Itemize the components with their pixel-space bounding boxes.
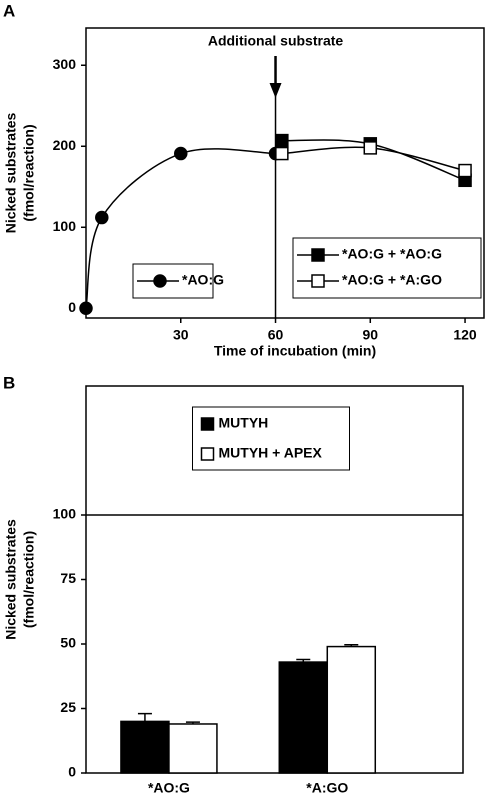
legend-box [192,406,350,471]
error-bar [296,658,311,663]
y-tick-label: 100 [53,218,77,234]
y-axis-label: Nicked substrates [3,519,19,640]
legend-label: *AO:G + *A:GO [342,272,442,288]
point [95,210,109,225]
series-line [85,148,276,309]
plot-frame [85,27,485,319]
x-tick-label: 120 [453,327,477,343]
legend-marker [153,274,167,288]
bar [278,661,329,774]
bar [120,720,170,774]
error-bar [185,721,200,724]
x-axis-label: Time of incubation (min) [214,343,376,359]
legend-swatch [200,447,215,461]
y-axis-label: Nicked substrates [3,112,19,233]
y-tick-label: 100 [53,506,77,522]
legend-box [292,237,482,299]
y-tick-label: 0 [68,299,76,315]
point [275,133,289,148]
x-tick-label: 30 [173,327,189,343]
x-tick-label: 60 [268,327,284,343]
legend-label: MUTYH [219,415,269,431]
y-tick-label: 0 [68,764,76,780]
point [275,146,289,161]
error-bar [137,712,152,722]
y-axis-label: (fmol/reaction) [21,124,37,221]
x-tick-label: *AO:G [148,780,190,796]
y-tick-label: 200 [53,137,77,153]
point [79,301,93,316]
point [363,141,378,155]
legend-marker [311,274,325,288]
y-axis-label: (fmol/reaction) [21,531,37,628]
x-tick-label: 90 [362,327,378,343]
y-tick-label: 300 [53,56,77,72]
y-tick-label: 25 [60,699,76,715]
y-tick-label: 75 [60,570,76,586]
bar [326,645,377,774]
arrow-head [269,83,282,98]
error-bar [344,644,359,647]
panel-label: B [3,373,15,392]
bar [168,723,218,774]
y-tick-label: 50 [60,635,76,651]
legend-marker [311,248,325,262]
annotation-text: Additional substrate [208,33,344,49]
point [458,163,472,178]
legend-swatch [200,417,215,431]
panel-label: A [3,1,15,20]
legend-label: MUTYH + APEX [219,445,323,461]
legend-label: *AO:G + *AO:G [342,246,442,262]
x-tick-label: *A:GO [306,780,348,796]
legend-label: *AO:G [182,272,224,288]
point [174,146,188,161]
